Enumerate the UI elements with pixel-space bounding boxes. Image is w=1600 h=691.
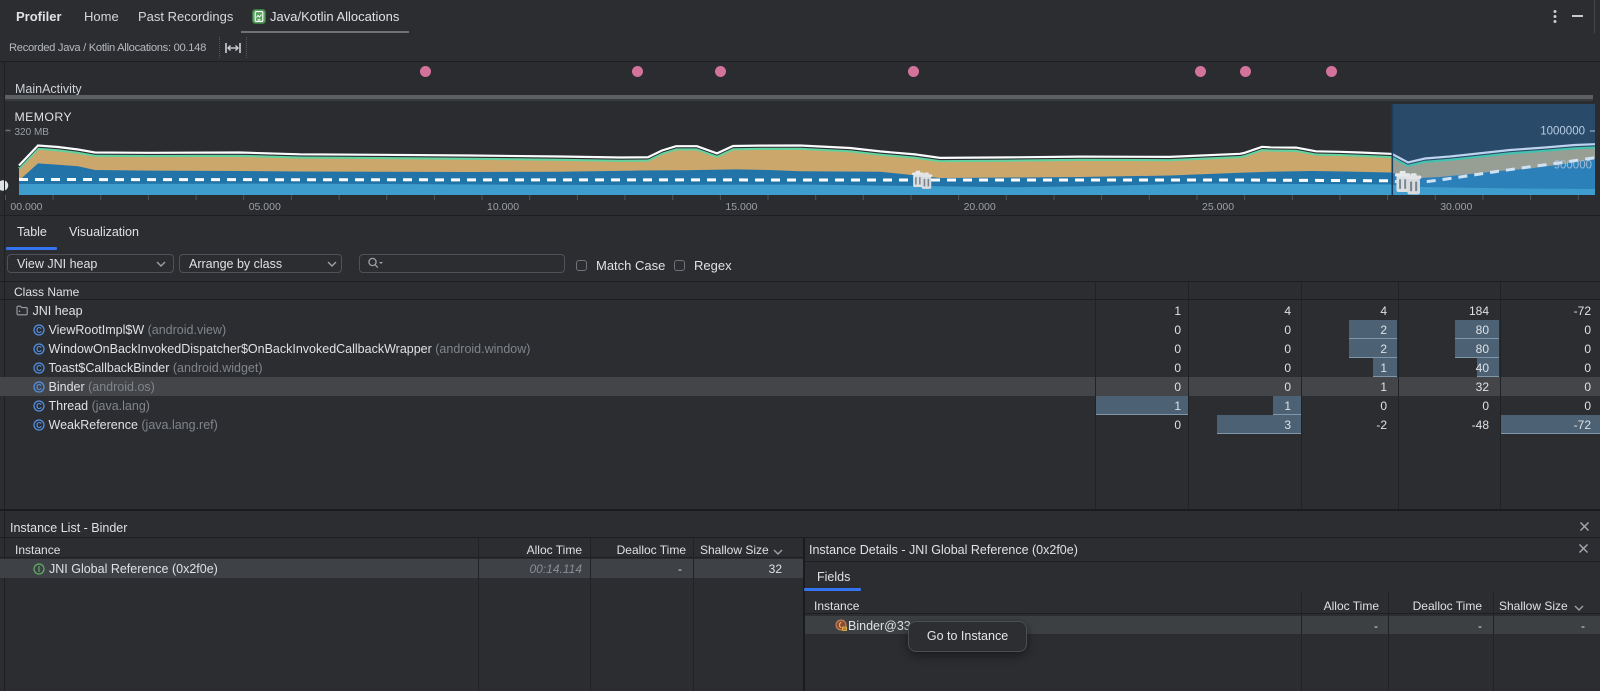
svg-text:15.000: 15.000: [725, 201, 757, 213]
svg-text:C: C: [36, 402, 42, 411]
svg-text:MEMORY: MEMORY: [15, 110, 73, 124]
svg-text:25.000: 25.000: [1202, 201, 1234, 213]
svg-text:00.000: 00.000: [10, 201, 42, 213]
svg-text:C: C: [36, 326, 42, 335]
svg-text:I: I: [37, 565, 39, 574]
svg-text:C: C: [36, 345, 42, 354]
svg-text:20.000: 20.000: [964, 201, 996, 213]
svg-text:1000000: 1000000: [1540, 126, 1585, 138]
svg-text:320 MB: 320 MB: [15, 127, 50, 138]
svg-text:900000: 900000: [1554, 160, 1592, 172]
svg-text:05.000: 05.000: [249, 201, 281, 213]
svg-text:C: C: [36, 421, 42, 430]
svg-text:C: C: [36, 364, 42, 373]
svg-text:30.000: 30.000: [1440, 201, 1472, 213]
svg-text:C: C: [36, 383, 42, 392]
svg-text:10.000: 10.000: [487, 201, 519, 213]
